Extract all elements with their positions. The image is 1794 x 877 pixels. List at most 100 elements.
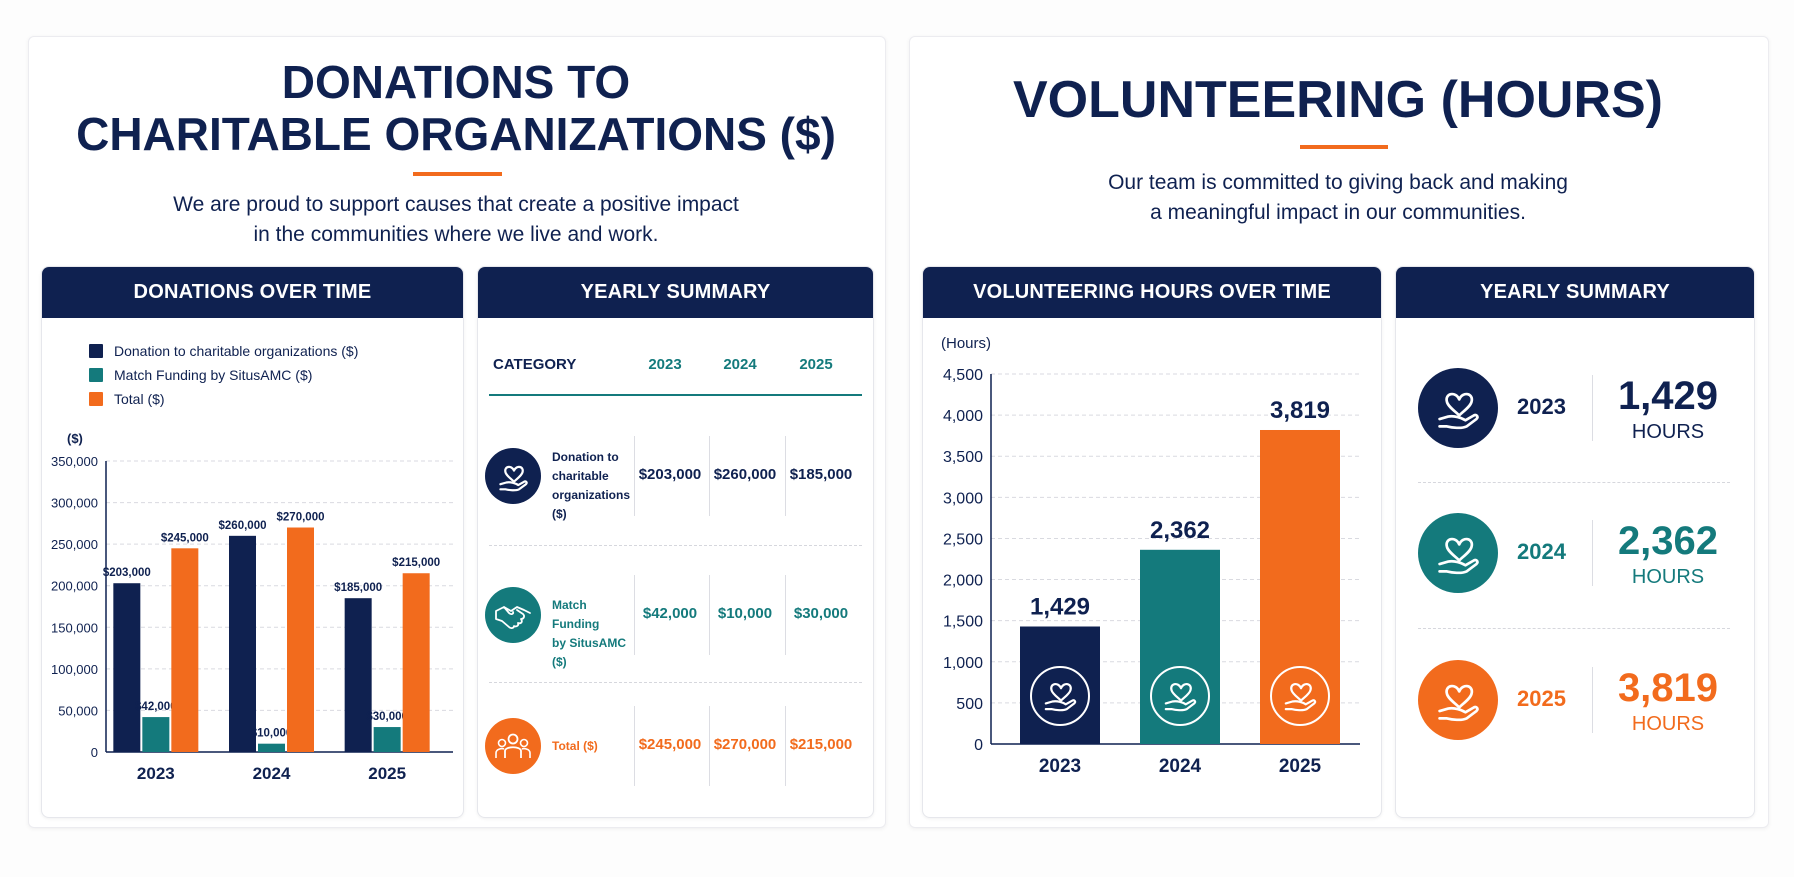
y-tick-label: 4,000	[943, 408, 983, 425]
bar	[402, 573, 430, 752]
bar-value-label: $260,000	[219, 520, 267, 532]
bar-value-label: 2,362	[1150, 517, 1210, 544]
x-tick-label: 2025	[368, 764, 406, 783]
table-row-label: Total ($)	[552, 737, 632, 756]
heart-hand-icon	[1418, 513, 1498, 593]
table-cell-value: $245,000	[638, 736, 702, 753]
summary-year: 2025	[1517, 686, 1566, 711]
bar	[142, 717, 170, 752]
table-column-divider	[709, 706, 710, 786]
volunteering-summary-card-title: YEARLY SUMMARY	[1396, 267, 1754, 318]
donations-title: DONATIONS TO CHARITABLE ORGANIZATIONS ($…	[28, 56, 884, 160]
y-axis-label: (Hours)	[941, 335, 991, 352]
heart-hand-glyph	[1438, 392, 1479, 430]
volunteering-summary-card: YEARLY SUMMARY 2023 1,429 HOURS 2024 2,362 HO…	[1395, 266, 1755, 818]
table-cell-value: $203,000	[638, 466, 702, 483]
x-tick-label: 2024	[1159, 756, 1202, 777]
y-tick-label: 3,000	[943, 490, 983, 507]
table-column-divider	[709, 436, 710, 516]
donations-summary-card: YEARLY SUMMARY CATEGORY 2023 2024 2025 Donat…	[477, 266, 874, 818]
table-header-year: 2024	[723, 356, 757, 373]
bar-value-label: 1,429	[1030, 594, 1090, 621]
table-column-divider	[634, 706, 635, 786]
table-row-label-line: Donation to	[552, 449, 619, 464]
icon-group	[1438, 537, 1479, 575]
heart-hand-icon	[1150, 666, 1210, 726]
y-tick-label: 350,000	[51, 454, 98, 469]
table-row-label-line: Total ($)	[552, 738, 598, 753]
table-row-divider	[489, 545, 862, 546]
heart-shape	[1445, 684, 1474, 709]
heart-hand-icon	[1418, 660, 1498, 740]
donations-chart-card-title: DONATIONS OVER TIME	[42, 267, 463, 318]
handshake-shape	[495, 606, 531, 629]
bar-value-label: 3,819	[1270, 397, 1330, 424]
y-tick-label: 2,500	[943, 531, 983, 548]
table-row-divider	[489, 682, 862, 683]
heart-hand-icon	[1030, 666, 1090, 726]
y-tick-label: 150,000	[51, 620, 98, 635]
donations-subtitle-line1: We are proud to support causes that crea…	[173, 193, 739, 216]
summary-hours-unit: HOURS	[1631, 713, 1705, 735]
summary-divider	[1418, 628, 1730, 629]
volunteering-subtitle: Our team is committed to giving back and…	[909, 168, 1767, 228]
table-row-label: Donation to charitable organizations ($)	[552, 448, 632, 524]
person-body	[504, 746, 522, 758]
x-tick-label: 2023	[1039, 756, 1081, 777]
person-head	[507, 733, 519, 745]
legend-label: Donation to charitable organizations ($)	[114, 343, 358, 359]
icon-ring	[1150, 666, 1210, 726]
person-body	[521, 747, 531, 758]
legend-label: Match Funding by SitusAMC ($)	[114, 367, 312, 383]
volunteering-subtitle-line1: Our team is committed to giving back and…	[1108, 171, 1568, 194]
bar-value-label: $30,000	[366, 711, 408, 723]
table-cell-value: $270,000	[713, 736, 777, 753]
donations-bar-chart: Donation to charitable organizations ($)…	[51, 343, 453, 783]
table-cell-value: $42,000	[642, 605, 698, 622]
donations-summary-table: CATEGORY 2023 2024 2025 Donation to charitabl…	[478, 318, 873, 817]
heart-hand-icon	[485, 448, 541, 504]
heart-hand-glyph	[1438, 684, 1479, 722]
heart-hand-icon-glyph	[499, 465, 528, 492]
icon-group	[1164, 683, 1197, 712]
icon-group	[499, 465, 528, 492]
table-column-divider	[785, 575, 786, 655]
y-axis-label: ($)	[67, 431, 83, 446]
x-tick-label: 2023	[137, 764, 175, 783]
donations-chart-card: DONATIONS OVER TIME Donation to charitab…	[41, 266, 464, 818]
heart-hand-glyph	[1438, 537, 1479, 575]
volunteering-title: VOLUNTEERING (HOURS)	[1013, 71, 1663, 129]
y-tick-label: 1,500	[943, 614, 983, 631]
hand-shape	[1438, 413, 1479, 430]
table-header-category: CATEGORY	[493, 356, 577, 373]
volunteering-chart-card: VOLUNTEERING HOURS OVER TIME (Hours) 0 500…	[922, 266, 1382, 818]
y-tick-label: 100,000	[51, 662, 98, 677]
hand-shape	[1284, 699, 1317, 712]
bar-value-label: $270,000	[277, 512, 325, 524]
volunteering-subtitle-line2: a meaningful impact in our communities.	[1150, 201, 1526, 224]
table-header-year: 2025	[799, 356, 833, 373]
heart-shape	[1050, 683, 1072, 702]
table-column-divider	[785, 706, 786, 786]
bar	[373, 727, 401, 752]
y-tick-label: 50,000	[58, 703, 98, 718]
table-cell-value: $30,000	[793, 605, 849, 622]
hand-shape	[1438, 705, 1479, 722]
heart-shape	[1170, 683, 1192, 702]
icon-group	[1438, 684, 1479, 722]
x-tick-label: 2024	[253, 764, 291, 783]
icon-group	[1438, 392, 1479, 430]
hand-shape	[1044, 699, 1077, 712]
hand-shape	[499, 480, 528, 492]
table-row-label-line: organizations ($)	[552, 487, 631, 521]
table-cell-value: $10,000	[717, 605, 773, 622]
y-tick-label: 3,500	[943, 449, 983, 466]
summary-hours-unit: HOURS	[1631, 421, 1705, 443]
summary-hours-value: 3,819	[1617, 666, 1719, 710]
handshake-icon-glyph	[495, 606, 531, 629]
table-cell-value: $185,000	[789, 466, 853, 483]
y-tick-label: 2,000	[943, 573, 983, 590]
table-column-divider	[709, 575, 710, 655]
person-head	[519, 738, 529, 748]
donations-summary-card-title: YEARLY SUMMARY	[478, 267, 873, 318]
